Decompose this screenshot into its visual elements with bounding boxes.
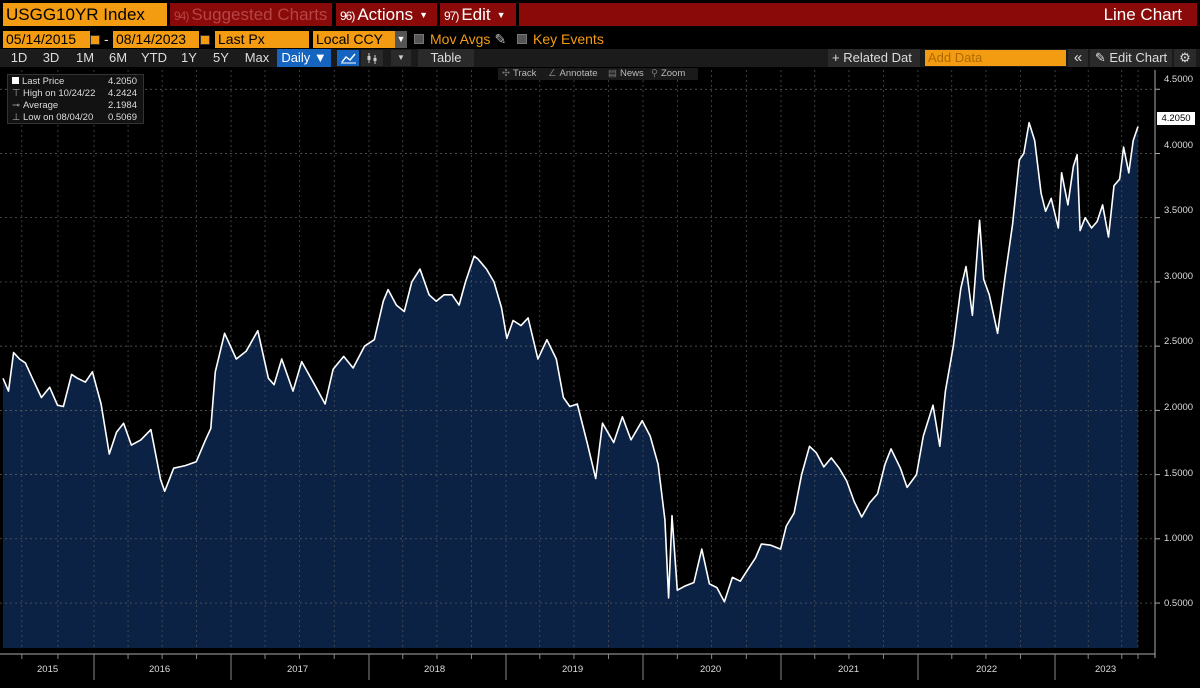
period-ytd-button[interactable]: YTD [141,50,167,65]
checkbox-icon[interactable] [414,34,424,45]
collapse-icon[interactable]: « [1068,49,1088,67]
legend-swatch-icon [12,77,19,84]
period-1m-button[interactable]: 1M [75,50,95,65]
y-tick-label: 3.0000 [1164,271,1194,282]
mov-avgs-label: Mov Avgs [430,31,491,47]
y-tick-label: 2.0000 [1164,402,1194,413]
checkbox-icon[interactable] [517,34,527,45]
last-value-badge: 4.2050 [1157,112,1195,125]
add-data-input[interactable]: Add Data [925,50,1066,66]
series-line [2,121,1139,603]
y-tick-label: 4.5000 [1164,74,1194,85]
edit-menu-button[interactable]: 97) Edit ▼ [440,3,516,26]
track-tool[interactable]: ✣ Track [502,68,537,79]
y-tick-label: 1.0000 [1164,533,1194,544]
end-date-field[interactable]: 08/14/2023 [113,31,199,48]
period-1d-button[interactable]: 1D [10,50,28,65]
related-data-button[interactable]: + Related Dat [828,49,920,67]
chart-type-title: Line Chart [519,3,1197,26]
average-marker-icon: ⊸ [12,100,20,111]
date-separator: - [104,31,109,47]
x-year-label: 2022 [976,664,998,675]
legend-low: ⊥ Low on 08/04/20 0.5069 [12,112,137,123]
chart-area[interactable] [0,68,1200,688]
period-toolbar: 1D 3D 1M 6M YTD 1Y 5Y Max Daily ▼ ▼ Tabl… [0,49,1200,67]
calendar-icon[interactable] [90,31,100,48]
pencil-icon: ∠ [548,68,557,79]
legend-last-price: Last Price 4.2050 [12,76,141,87]
y-tick-label: 0.5000 [1164,598,1194,609]
news-icon: ▤ [608,68,617,79]
chevron-down-icon: ▼ [419,10,429,20]
x-year-label: 2020 [700,664,722,675]
x-year-label: 2018 [424,664,446,675]
period-max-button[interactable]: Max [244,50,270,65]
field-selector[interactable]: Last Px [215,31,309,48]
x-year-label: 2015 [37,664,59,675]
currency-selector[interactable]: Local CCY [313,31,395,48]
actions-key: 96) [340,9,355,23]
period-1y-button[interactable]: 1Y [181,50,197,65]
y-tick-label: 1.5000 [1164,468,1194,479]
line-chart-icon[interactable] [337,50,359,66]
suggested-key: 94) [174,9,189,23]
chevron-down-icon[interactable]: ▼ [391,50,411,66]
actions-menu-button[interactable]: 96) Actions ▼ [336,3,437,26]
chart-tools-bar: ✣ Track ∠ Annotate ▤ News ⚲ Zoom [498,68,698,80]
series-area-fill [3,122,1138,648]
line-chart-svg[interactable] [0,68,1200,688]
zoom-icon: ⚲ [651,68,658,79]
x-year-label: 2021 [838,664,860,675]
key-events-toggle[interactable]: Key Events [517,31,604,48]
chevron-down-icon[interactable]: ▼ [395,31,407,48]
news-tool[interactable]: ▤ News [608,68,644,79]
actions-label: Actions [357,5,414,24]
suggested-charts-button[interactable]: 94) Suggested Charts [170,3,332,26]
crosshair-icon: ✣ [502,68,510,79]
high-marker-icon: ⊤ [12,88,21,99]
suggested-label: Suggested Charts [191,5,328,24]
title-bar: USGG10YR Index 94) Suggested Charts 96) Ac… [0,0,1200,29]
table-button[interactable]: Table [418,49,474,67]
edit-chart-button[interactable]: ✎ Edit Chart [1090,49,1172,67]
x-year-label: 2023 [1095,664,1117,675]
mov-avgs-toggle[interactable]: Mov Avgs ✎ [414,31,506,48]
start-date-field[interactable]: 05/14/2015 [3,31,90,48]
chart-legend: Last Price 4.2050 ⊤ High on 10/24/22 4.2424… [7,74,144,124]
edit-key: 97) [444,9,459,23]
period-5y-button[interactable]: 5Y [213,50,229,65]
range-bar: 05/14/2015 - 08/14/2023 Last Px Local CC… [0,30,1200,49]
frequency-dropdown[interactable]: Daily ▼ [277,49,331,67]
calendar-icon[interactable] [200,31,210,48]
y-tick-label: 2.5000 [1164,336,1194,347]
y-tick-label: 4.0000 [1164,140,1194,151]
zoom-tool[interactable]: ⚲ Zoom [651,68,686,79]
x-year-label: 2019 [562,664,584,675]
legend-high: ⊤ High on 10/24/22 4.2424 [12,88,137,99]
settings-gear-icon[interactable]: ⚙ [1174,49,1196,67]
y-tick-label: 3.5000 [1164,205,1194,216]
key-events-label: Key Events [533,31,604,47]
chevron-down-icon: ▼ [496,10,506,20]
candlestick-icon[interactable] [361,50,383,66]
legend-average: ⊸ Average 2.1984 [12,100,137,111]
annotate-tool[interactable]: ∠ Annotate [548,68,598,79]
x-year-label: 2017 [287,664,309,675]
low-marker-icon: ⊥ [12,112,21,123]
pencil-icon[interactable]: ✎ [494,31,507,47]
edit-label: Edit [461,5,491,24]
period-3d-button[interactable]: 3D [42,50,60,65]
x-year-label: 2016 [149,664,171,675]
ticker-field[interactable]: USGG10YR Index [3,3,167,26]
period-6m-button[interactable]: 6M [108,50,128,65]
